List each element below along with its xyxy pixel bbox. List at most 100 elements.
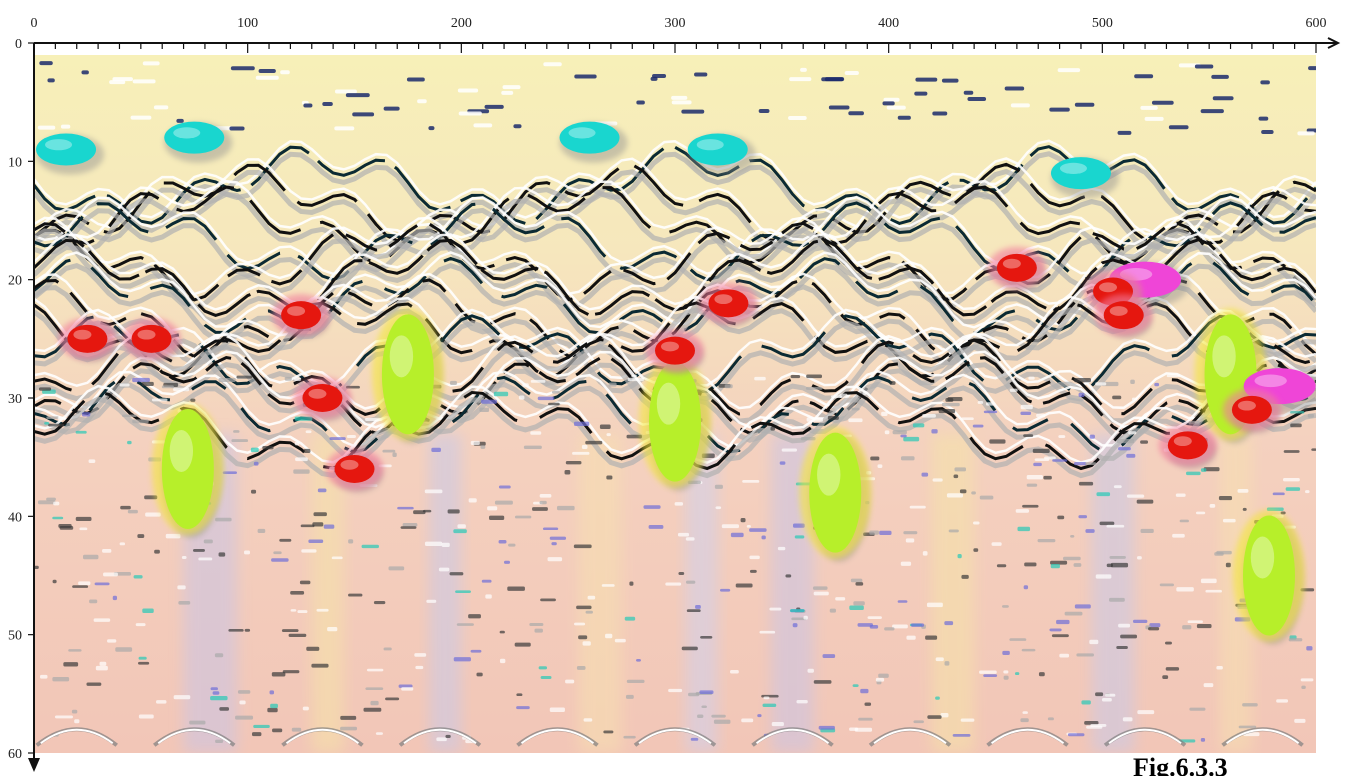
speckle (678, 571, 685, 575)
speckle (1070, 534, 1075, 538)
speckle (853, 601, 865, 606)
speckle (178, 600, 191, 605)
speckle (273, 551, 282, 555)
speckle (144, 495, 158, 500)
speckle (385, 697, 400, 701)
speckle (102, 548, 112, 553)
surface-dash (352, 112, 375, 117)
speckle (794, 535, 805, 539)
speckle (189, 720, 206, 725)
speckle (1140, 440, 1149, 444)
speckle (852, 684, 859, 687)
speckle (222, 471, 237, 475)
speckle (1109, 597, 1125, 602)
y-tick-label: 0 (15, 37, 22, 52)
speckle (1126, 453, 1136, 458)
speckle (151, 398, 168, 402)
speckle (414, 653, 427, 657)
speckle (327, 626, 338, 632)
speckle (1186, 471, 1201, 476)
speckle (926, 602, 943, 608)
speckle (306, 646, 320, 651)
anomaly-red (281, 301, 322, 330)
speckle (470, 649, 482, 653)
speckle (822, 654, 836, 659)
surface-dash (132, 79, 156, 84)
speckle (424, 541, 443, 547)
speckle (468, 498, 477, 503)
speckle (1131, 397, 1138, 401)
speckle (790, 375, 801, 379)
y-tick-label: 10 (8, 155, 22, 170)
speckle (523, 445, 542, 449)
speckle (253, 724, 270, 728)
speckle (455, 590, 471, 594)
speckle (331, 556, 343, 560)
diffraction-arc (990, 728, 1065, 745)
speckle (1002, 605, 1009, 608)
speckle (953, 474, 959, 479)
surface-dash (1258, 116, 1269, 121)
speckle (94, 582, 110, 586)
texture-column (429, 433, 462, 753)
speckle (1085, 529, 1095, 533)
speckle (762, 703, 777, 707)
surface-dash (1057, 68, 1081, 73)
speckle (181, 555, 187, 560)
speckle (1126, 494, 1145, 498)
speckle (785, 574, 792, 578)
surface-dash (650, 76, 658, 81)
speckle (361, 544, 379, 549)
surface-dash (109, 80, 126, 85)
speckle (1052, 459, 1068, 462)
speckle (487, 506, 498, 511)
speckle (927, 715, 942, 719)
speckle (869, 625, 879, 629)
surface-dash (473, 123, 493, 128)
speckle (365, 417, 383, 422)
speckle (375, 732, 383, 735)
diffraction-arc (638, 728, 712, 745)
speckle (1064, 611, 1083, 616)
speckle (514, 515, 532, 519)
speckle (850, 578, 863, 583)
speckle (244, 628, 251, 632)
surface-dash (81, 70, 89, 75)
speckle (973, 548, 979, 552)
speckle (952, 733, 971, 737)
speckle (135, 623, 146, 627)
speckle (757, 714, 762, 718)
anomaly-gloss (1002, 258, 1021, 269)
speckle (436, 737, 447, 742)
speckle (1022, 711, 1028, 714)
speckle (931, 429, 938, 434)
speckle (665, 582, 682, 586)
speckle (1020, 404, 1033, 410)
speckle (961, 417, 974, 421)
speckle (498, 540, 507, 544)
speckle (807, 668, 814, 673)
speckle (424, 489, 443, 494)
speckle (721, 524, 739, 529)
speckle (79, 527, 88, 531)
speckle (1105, 693, 1116, 697)
speckle (1238, 725, 1257, 729)
speckle (1195, 511, 1206, 515)
speckle (1033, 462, 1042, 467)
speckle (1026, 483, 1038, 487)
surface-dash (345, 93, 370, 98)
speckle (1078, 481, 1094, 486)
speckle (912, 423, 925, 428)
speckle (532, 507, 548, 511)
speckle (345, 385, 360, 389)
speckle (127, 509, 138, 514)
speckle (313, 512, 327, 517)
speckle (983, 410, 998, 414)
x-tick-label: 500 (1092, 16, 1113, 31)
speckle (806, 374, 823, 379)
speckle (803, 615, 808, 620)
y-tick-label: 50 (8, 629, 22, 644)
speckle (192, 548, 205, 552)
speckle (606, 475, 613, 480)
